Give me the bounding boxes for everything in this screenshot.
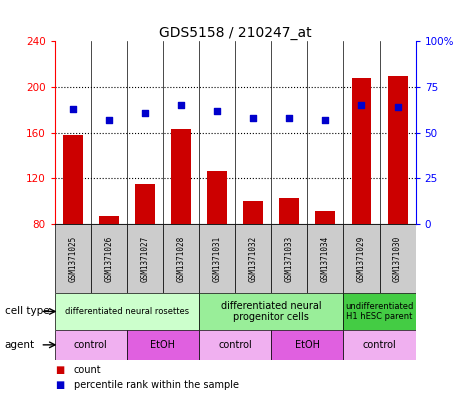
Bar xyxy=(99,216,119,224)
Point xyxy=(69,106,76,112)
Text: cell type: cell type xyxy=(5,307,49,316)
Text: agent: agent xyxy=(5,340,35,350)
Bar xyxy=(55,330,127,360)
Bar xyxy=(388,75,408,224)
Text: GSM1371031: GSM1371031 xyxy=(213,235,221,281)
Bar xyxy=(55,224,91,293)
Text: GSM1371027: GSM1371027 xyxy=(141,235,149,281)
Bar xyxy=(307,224,343,293)
Text: percentile rank within the sample: percentile rank within the sample xyxy=(74,380,238,389)
Bar xyxy=(199,224,235,293)
Text: control: control xyxy=(362,340,397,350)
Point xyxy=(105,117,113,123)
Point xyxy=(394,104,401,110)
Bar xyxy=(91,224,127,293)
Text: ■: ■ xyxy=(55,380,64,389)
Bar xyxy=(271,330,343,360)
Bar xyxy=(135,184,155,224)
Point xyxy=(285,115,293,121)
Bar xyxy=(63,135,83,224)
Bar xyxy=(279,198,299,224)
Text: GSM1371034: GSM1371034 xyxy=(321,235,330,281)
Bar xyxy=(235,224,271,293)
Bar xyxy=(343,293,416,330)
Text: GSM1371026: GSM1371026 xyxy=(104,235,113,281)
Bar xyxy=(207,171,227,224)
Bar xyxy=(127,330,199,360)
Point xyxy=(213,108,221,114)
Text: EtOH: EtOH xyxy=(151,340,175,350)
Bar xyxy=(199,293,343,330)
Bar xyxy=(352,78,371,224)
Text: GSM1371030: GSM1371030 xyxy=(393,235,402,281)
Bar xyxy=(171,129,191,224)
Bar xyxy=(343,224,380,293)
Bar xyxy=(315,211,335,224)
Text: EtOH: EtOH xyxy=(295,340,320,350)
Title: GDS5158 / 210247_at: GDS5158 / 210247_at xyxy=(159,26,312,40)
Point xyxy=(177,102,185,108)
Text: GSM1371025: GSM1371025 xyxy=(68,235,77,281)
Text: count: count xyxy=(74,365,101,375)
Text: GSM1371032: GSM1371032 xyxy=(249,235,257,281)
Bar xyxy=(127,224,163,293)
Bar xyxy=(243,201,263,224)
Bar xyxy=(343,330,416,360)
Text: differentiated neural
progenitor cells: differentiated neural progenitor cells xyxy=(221,301,322,322)
Bar xyxy=(271,224,307,293)
Text: control: control xyxy=(218,340,252,350)
Point xyxy=(249,115,257,121)
Text: GSM1371033: GSM1371033 xyxy=(285,235,294,281)
Text: control: control xyxy=(74,340,108,350)
Bar xyxy=(163,224,199,293)
Text: differentiated neural rosettes: differentiated neural rosettes xyxy=(65,307,189,316)
Point xyxy=(358,102,365,108)
Text: GSM1371029: GSM1371029 xyxy=(357,235,366,281)
Bar xyxy=(199,330,271,360)
Bar xyxy=(380,224,416,293)
Bar xyxy=(55,293,199,330)
Point xyxy=(322,117,329,123)
Text: GSM1371028: GSM1371028 xyxy=(177,235,185,281)
Point xyxy=(141,109,149,116)
Text: undifferentiated
H1 hESC parent: undifferentiated H1 hESC parent xyxy=(345,302,414,321)
Text: ■: ■ xyxy=(55,365,64,375)
